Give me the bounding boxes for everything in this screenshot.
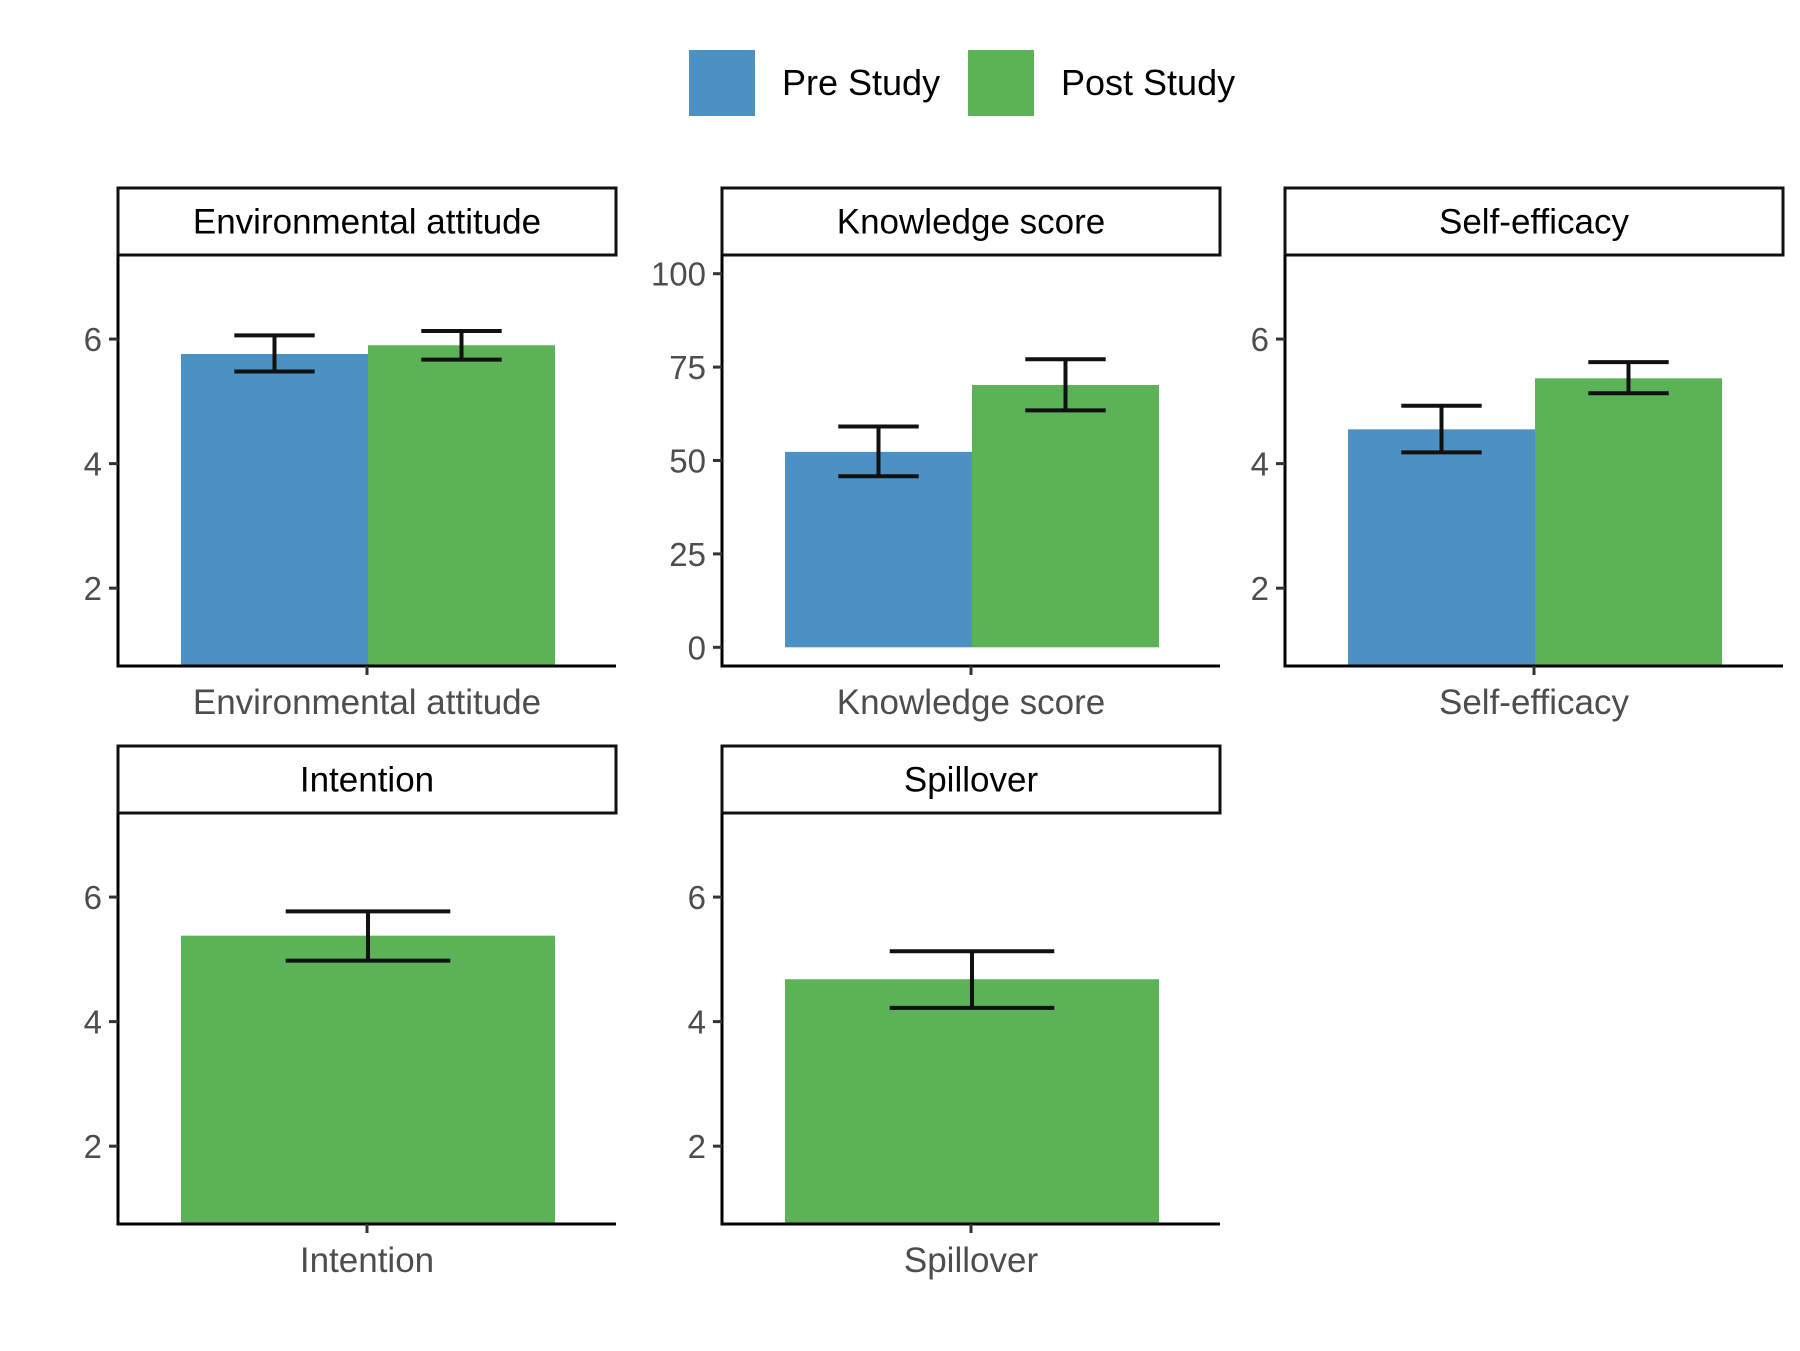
x-category-label: Knowledge score [837, 683, 1106, 722]
bar [368, 345, 555, 666]
y-tick-label: 75 [669, 349, 706, 386]
strip-title: Spillover [904, 761, 1039, 800]
strip-title: Self-efficacy [1439, 203, 1629, 242]
bar [181, 354, 368, 666]
error-bar [1401, 403, 1482, 455]
bar [785, 979, 1159, 1224]
error-bar [1588, 360, 1669, 396]
y-tick-label: 50 [669, 443, 706, 480]
y-tick-label: 0 [688, 629, 706, 666]
y-tick-label: 4 [84, 446, 102, 483]
panel-0: Environmental attitude 2 4 6 Environmental a… [84, 186, 618, 722]
x-category-label: Spillover [904, 1241, 1039, 1280]
legend-label-pre: Pre Study [782, 62, 940, 103]
y-tick-label: 100 [651, 256, 706, 293]
strip-title: Intention [300, 761, 434, 800]
facet-panels: Environmental attitude 2 4 6 Environmental a… [84, 186, 1785, 1280]
bar [1535, 378, 1722, 666]
strip-box [1283, 186, 1785, 257]
strip-title: Environmental attitude [193, 203, 541, 242]
panel-4: Spillover 2 4 6 Spillover [688, 744, 1222, 1280]
panel-2: Self-efficacy 2 4 6 Self-efficacy [1251, 186, 1785, 722]
y-tick-label: 2 [84, 570, 102, 607]
bar [785, 451, 972, 648]
strip-box [116, 186, 618, 257]
error-bar [285, 909, 451, 963]
error-bar [234, 333, 315, 374]
y-tick-label: 4 [84, 1004, 102, 1041]
x-category-label: Self-efficacy [1439, 683, 1629, 722]
y-tick-label: 6 [84, 321, 102, 358]
strip-box [720, 186, 1222, 257]
y-tick-label: 4 [1251, 446, 1269, 483]
panel-1: Knowledge score 0 25 50 75 100 Knowledge score [651, 186, 1222, 722]
strip-box [720, 744, 1222, 815]
panel-3: Intention 2 4 6 Intention [84, 744, 618, 1280]
y-tick-label: 2 [688, 1128, 706, 1165]
y-tick-label: 25 [669, 536, 706, 573]
error-bar [1025, 357, 1106, 413]
bar [972, 385, 1159, 648]
y-tick-label: 6 [688, 879, 706, 916]
error-bar [421, 328, 502, 362]
error-bar [889, 949, 1055, 1010]
y-tick-label: 2 [84, 1128, 102, 1165]
error-bar [838, 424, 919, 479]
y-tick-label: 6 [84, 879, 102, 916]
bar [181, 935, 555, 1224]
legend-key-pre [689, 50, 755, 116]
y-tick-label: 2 [1251, 570, 1269, 607]
strip-title: Knowledge score [837, 203, 1106, 242]
x-category-label: Intention [300, 1241, 434, 1280]
legend: Pre Study Post Study [689, 50, 1235, 116]
legend-key-post [968, 50, 1034, 116]
y-tick-label: 6 [1251, 321, 1269, 358]
strip-box [116, 744, 618, 815]
y-tick-label: 4 [688, 1004, 706, 1041]
legend-label-post: Post Study [1061, 62, 1235, 103]
x-category-label: Environmental attitude [193, 683, 541, 722]
bar [1348, 429, 1535, 666]
